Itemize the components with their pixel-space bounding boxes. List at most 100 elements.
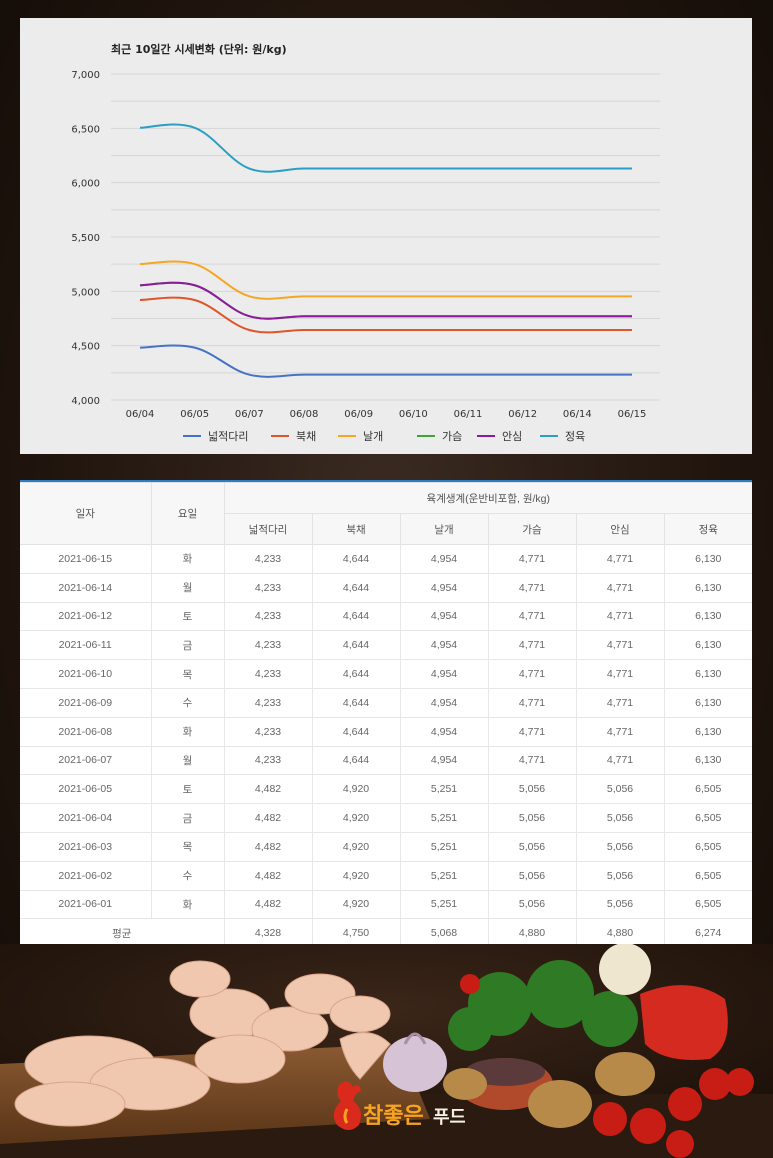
price-cell: 4,771 xyxy=(575,572,665,603)
price-cell: 4,920 xyxy=(311,803,401,833)
date-cell: 2021-06-15 xyxy=(20,544,152,574)
table-row: 2021-06-12 토 4,233 4,644 4,954 4,771 4,771 6,13… xyxy=(20,601,753,632)
date-cell: 2021-06-10 xyxy=(20,659,152,689)
price-cell: 4,233 xyxy=(223,572,313,603)
price-cell: 5,251 xyxy=(399,889,489,920)
price-cell: 4,954 xyxy=(399,687,489,718)
price-cell: 4,644 xyxy=(311,745,401,776)
average-cell: 4,750 xyxy=(311,918,401,949)
price-cell: 4,771 xyxy=(487,687,577,718)
y-tick-label: 6,500 xyxy=(71,124,100,135)
food-photo xyxy=(0,944,773,1158)
average-cell: 5,068 xyxy=(399,918,489,949)
price-cell: 4,954 xyxy=(399,630,489,661)
price-cell: 4,771 xyxy=(487,544,577,574)
svg-text:푸드: 푸드 xyxy=(433,1107,465,1128)
price-cell: 4,644 xyxy=(311,601,401,632)
cauliflower xyxy=(599,944,651,995)
price-cell: 4,920 xyxy=(311,831,401,862)
chart-title: 최근 10일간 시세변화 (단위: 원/kg) xyxy=(111,42,287,56)
price-cell: 4,771 xyxy=(487,745,577,776)
price-cell: 6,130 xyxy=(663,630,753,661)
price-cell: 4,771 xyxy=(487,659,577,689)
series-line xyxy=(139,296,632,334)
price-cell: 4,771 xyxy=(487,630,577,661)
x-tick-label: 06/09 xyxy=(344,409,373,420)
day-cell: 금 xyxy=(150,630,225,661)
y-tick-label: 7,000 xyxy=(71,70,100,81)
price-cell: 4,954 xyxy=(399,659,489,689)
price-cell: 4,771 xyxy=(487,572,577,603)
table-row: 2021-06-10 목 4,233 4,644 4,954 4,771 4,771 6,13… xyxy=(20,659,753,689)
x-tick-label: 06/15 xyxy=(618,409,647,420)
price-cell: 5,056 xyxy=(487,803,577,833)
average-cell: 4,328 xyxy=(223,918,313,949)
price-cell: 4,954 xyxy=(399,544,489,574)
price-cell: 5,251 xyxy=(399,831,489,862)
potatoes xyxy=(443,1052,655,1128)
series-line xyxy=(139,260,632,300)
rooster-icon xyxy=(333,1081,361,1130)
x-tick-label: 06/11 xyxy=(454,409,483,420)
series-line xyxy=(139,123,632,173)
legend-label: 날개 xyxy=(363,430,383,443)
price-cell: 4,954 xyxy=(399,572,489,603)
day-cell: 토 xyxy=(150,601,225,632)
series-line xyxy=(139,281,632,320)
garlic xyxy=(383,1032,447,1092)
price-cell: 6,130 xyxy=(663,544,753,574)
price-cell: 4,233 xyxy=(223,659,313,689)
price-cell: 6,505 xyxy=(663,860,753,891)
x-tick-label: 06/07 xyxy=(235,409,264,420)
table-row: 2021-06-15 화 4,233 4,644 4,954 4,771 4,771 6,13… xyxy=(20,544,753,574)
price-cell: 4,771 xyxy=(575,687,665,718)
price-cell: 5,056 xyxy=(575,803,665,833)
legend-label: 가슴 xyxy=(442,430,462,443)
header-part: 정육 xyxy=(663,513,753,545)
table-row: 2021-06-02 수 4,482 4,920 5,251 5,056 5,056 6,50… xyxy=(20,860,753,891)
table-body: 2021-06-15 화 4,233 4,644 4,954 4,771 4,771 6,13… xyxy=(20,544,753,920)
day-cell: 토 xyxy=(150,774,225,805)
date-cell: 2021-06-11 xyxy=(20,630,152,661)
x-tick-label: 06/05 xyxy=(180,409,209,420)
price-cell: 5,056 xyxy=(575,831,665,862)
header-part: 가슴 xyxy=(487,513,577,545)
table-row: 2021-06-14 월 4,233 4,644 4,954 4,771 4,771 6,13… xyxy=(20,572,753,603)
price-cell: 4,233 xyxy=(223,630,313,661)
price-cell: 5,251 xyxy=(399,860,489,891)
legend-label: 정육 xyxy=(565,430,585,443)
header-part: 안심 xyxy=(575,513,665,545)
price-cell: 4,644 xyxy=(311,687,401,718)
x-tick-label: 06/04 xyxy=(126,409,155,420)
price-cell: 4,644 xyxy=(311,659,401,689)
price-table: 일자 요일 육계생계(운반비포함, 원/kg) 넓적다리 북채 날개 가슴 안심… xyxy=(20,482,753,949)
bell-pepper xyxy=(640,985,728,1060)
day-cell: 금 xyxy=(150,803,225,833)
price-cell: 4,954 xyxy=(399,745,489,776)
price-cell: 4,771 xyxy=(575,659,665,689)
y-tick-label: 5,500 xyxy=(71,233,100,244)
brand-logo: 참좋은 푸드 xyxy=(325,1075,466,1145)
date-cell: 2021-06-04 xyxy=(20,803,152,833)
day-cell: 화 xyxy=(150,544,225,574)
x-tick-label: 06/08 xyxy=(290,409,319,420)
day-cell: 목 xyxy=(150,659,225,689)
day-cell: 수 xyxy=(150,860,225,891)
x-tick-label: 06/14 xyxy=(563,409,592,420)
price-cell: 5,056 xyxy=(575,889,665,920)
price-cell: 6,130 xyxy=(663,659,753,689)
table-row: 2021-06-07 월 4,233 4,644 4,954 4,771 4,771 6,13… xyxy=(20,745,753,776)
price-cell: 6,130 xyxy=(663,601,753,632)
table-row: 2021-06-05 토 4,482 4,920 5,251 5,056 5,056 6,50… xyxy=(20,774,753,805)
date-cell: 2021-06-08 xyxy=(20,716,152,747)
price-cell: 6,130 xyxy=(663,687,753,718)
price-cell: 4,482 xyxy=(223,803,313,833)
table-row: 2021-06-01 화 4,482 4,920 5,251 5,056 5,056 6,50… xyxy=(20,889,753,920)
price-table-panel: 일자 요일 육계생계(운반비포함, 원/kg) 넓적다리 북채 날개 가슴 안심… xyxy=(20,480,753,949)
y-tick-label: 5,000 xyxy=(71,287,100,298)
day-cell: 목 xyxy=(150,831,225,862)
average-cell: 6,274 xyxy=(663,918,753,949)
price-cell: 4,920 xyxy=(311,774,401,805)
series-line xyxy=(139,281,632,320)
price-cell: 4,482 xyxy=(223,889,313,920)
